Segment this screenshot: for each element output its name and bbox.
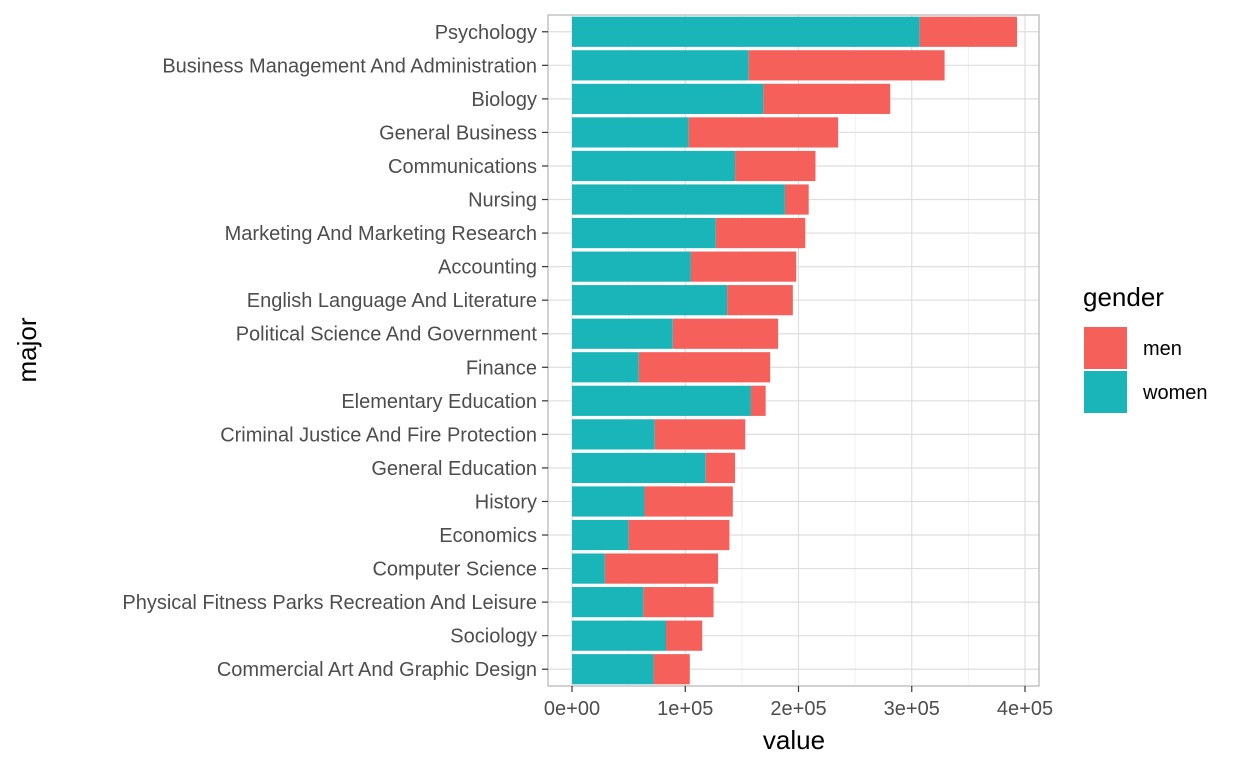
bar-women xyxy=(572,318,673,349)
x-tick-label: 0e+00 xyxy=(544,698,600,720)
x-tick-label: 2e+05 xyxy=(770,698,826,720)
y-axis-title: major xyxy=(12,317,42,382)
y-tick-label: Computer Science xyxy=(372,559,537,581)
bar-women xyxy=(572,553,605,584)
y-tick-label: Psychology xyxy=(435,22,537,44)
bars xyxy=(572,16,1018,685)
bar-women xyxy=(572,285,728,316)
bar-women xyxy=(572,184,785,215)
bar-women xyxy=(572,50,749,81)
y-tick-label: English Language And Literature xyxy=(247,290,537,312)
y-tick-label: General Education xyxy=(371,458,537,480)
bar-men xyxy=(672,318,779,349)
y-tick-label: Political Science And Government xyxy=(236,324,538,346)
bar-women xyxy=(572,217,716,249)
bar-men xyxy=(628,519,730,551)
y-tick-label: Sociology xyxy=(450,626,537,648)
bar-women xyxy=(572,16,920,47)
x-axis-ticks: 0e+00 1e+05 2e+05 3e+05 4e+05 xyxy=(544,686,1053,720)
bar-women xyxy=(572,251,691,282)
bar-women xyxy=(572,654,654,685)
bar-women xyxy=(572,587,644,618)
legend-key-women xyxy=(1084,371,1127,413)
legend-label-men: men xyxy=(1143,338,1182,360)
bar-women xyxy=(572,519,629,551)
bar-women xyxy=(572,385,751,416)
bar-men xyxy=(705,452,736,484)
bar-women xyxy=(572,117,689,148)
bar-men xyxy=(643,587,714,618)
bar-women xyxy=(572,352,639,383)
bar-women xyxy=(572,452,706,484)
y-tick-label: Finance xyxy=(466,357,537,379)
panel-border xyxy=(547,14,1040,687)
legend: gender men women xyxy=(1083,282,1207,413)
bar-men xyxy=(727,285,793,316)
bar-men xyxy=(688,117,839,148)
bar-women xyxy=(572,150,736,182)
bar-men xyxy=(690,251,797,282)
bar-men xyxy=(784,184,809,215)
y-tick-label: Physical Fitness Parks Recreation And Le… xyxy=(122,592,537,614)
bar-women xyxy=(572,83,764,114)
bar-men xyxy=(638,352,771,383)
bar-men xyxy=(665,620,703,651)
y-tick-label: Biology xyxy=(471,89,537,111)
x-tick-label: 4e+05 xyxy=(997,698,1053,720)
legend-title: gender xyxy=(1083,282,1164,312)
y-axis-ticks: Psychology Business Management And Admini… xyxy=(122,22,548,681)
legend-key-men xyxy=(1084,327,1127,369)
y-tick-label: General Business xyxy=(379,122,537,144)
bar-men xyxy=(654,419,746,450)
bar-women xyxy=(572,419,655,450)
y-tick-label: Economics xyxy=(439,525,537,547)
bar-women xyxy=(572,486,645,517)
bar-men xyxy=(763,83,891,114)
bar-men xyxy=(750,385,766,416)
y-tick-label: Nursing xyxy=(468,190,537,212)
x-tick-label: 1e+05 xyxy=(657,698,713,720)
bar-men xyxy=(735,150,816,182)
x-axis-title: value xyxy=(763,725,825,755)
bar-men xyxy=(715,217,806,249)
y-tick-label: History xyxy=(475,491,537,513)
bar-men xyxy=(653,654,690,685)
bar-men xyxy=(644,486,733,517)
bar-men xyxy=(604,553,719,584)
y-tick-label: Communications xyxy=(388,156,537,178)
y-tick-label: Marketing And Marketing Research xyxy=(225,223,537,245)
bar-men xyxy=(748,50,945,81)
y-tick-label: Commercial Art And Graphic Design xyxy=(217,659,537,681)
bar-men xyxy=(919,16,1018,47)
legend-label-women: women xyxy=(1142,382,1207,404)
y-tick-label: Elementary Education xyxy=(341,391,537,413)
y-tick-label: Business Management And Administration xyxy=(162,55,537,77)
y-tick-label: Accounting xyxy=(438,257,537,279)
bar-women xyxy=(572,620,666,651)
y-tick-label: Criminal Justice And Fire Protection xyxy=(220,424,537,446)
x-tick-label: 3e+05 xyxy=(884,698,940,720)
